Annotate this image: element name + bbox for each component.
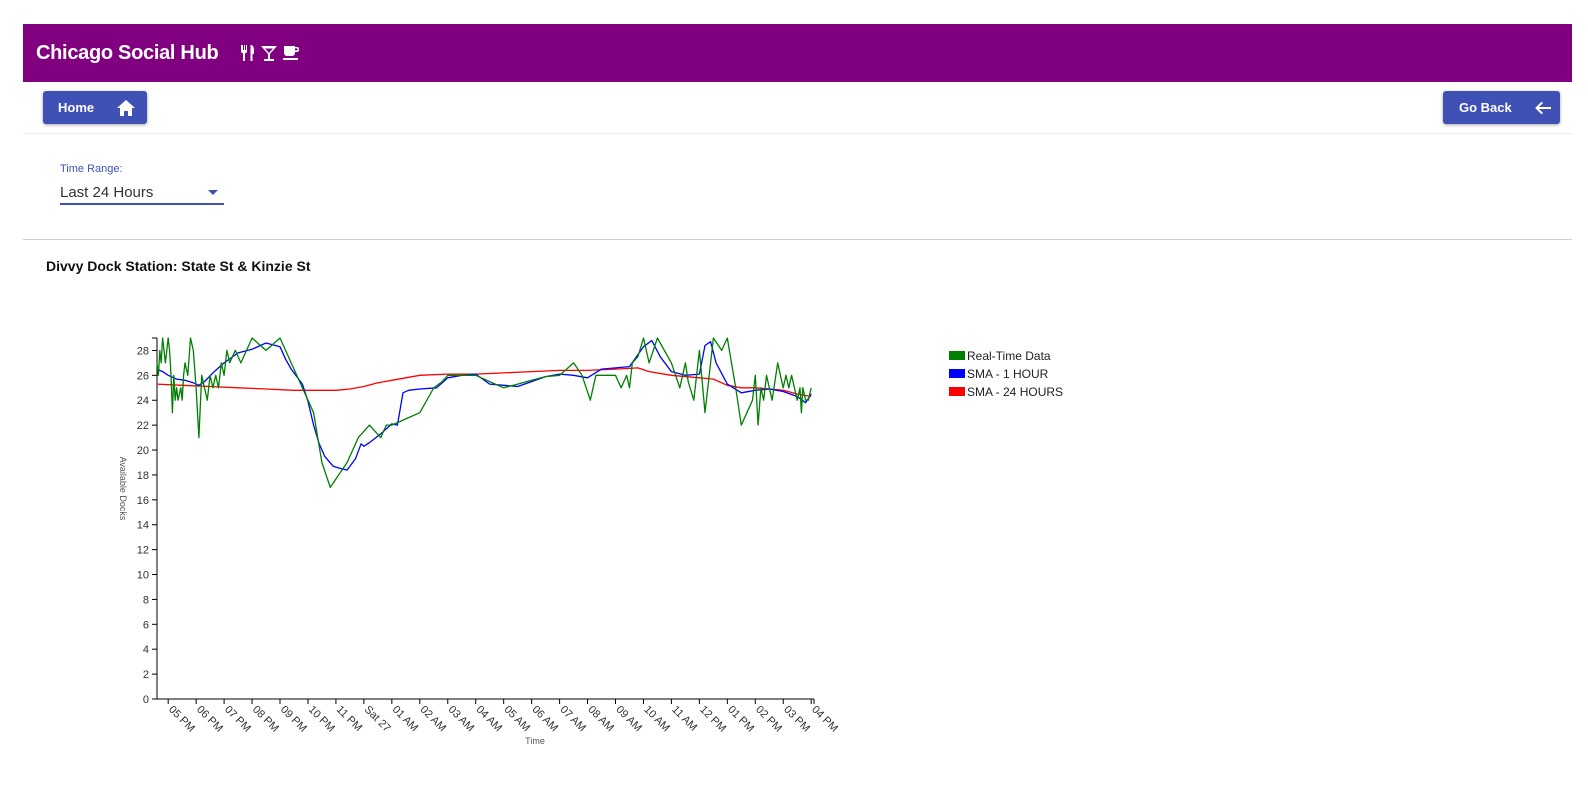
series-line-2 xyxy=(156,367,812,398)
x-tick-label: 03 PM xyxy=(781,704,812,735)
x-tick-label: 12 PM xyxy=(697,704,728,735)
y-tick-label: 20 xyxy=(137,445,149,457)
y-tick-label: 16 xyxy=(137,495,149,507)
y-axis-title: Available Docks xyxy=(118,457,128,521)
station-title: Divvy Dock Station: State St & Kinzie St xyxy=(46,258,311,274)
app-icons xyxy=(240,44,300,62)
x-tick-label: 09 PM xyxy=(278,704,309,735)
x-tick-label: 11 AM xyxy=(669,704,699,734)
time-range-label: Time Range: xyxy=(60,163,123,175)
x-tick-label: 10 PM xyxy=(306,704,337,735)
x-tick-label: 06 PM xyxy=(194,704,225,735)
x-tick-label: 05 AM xyxy=(502,704,533,735)
x-axis-title: Time xyxy=(525,736,545,746)
series-line-1 xyxy=(156,339,812,471)
y-tick-label: 4 xyxy=(143,644,149,656)
x-tick-label: 04 PM xyxy=(809,704,840,735)
x-tick-label: 09 AM xyxy=(613,704,644,735)
series-line-0 xyxy=(156,337,812,489)
y-tick-label: 10 xyxy=(137,570,149,582)
x-tick-label: 03 AM xyxy=(446,704,477,735)
x-tick-label: 07 AM xyxy=(557,704,588,735)
y-tick-label: 2 xyxy=(143,669,149,681)
app-title: Chicago Social Hub xyxy=(36,41,219,64)
arrow-left-icon xyxy=(1534,101,1552,115)
x-tick-label: 07 PM xyxy=(222,704,253,735)
dropdown-arrow-icon[interactable] xyxy=(208,189,218,195)
legend-label: Real-Time Data xyxy=(967,349,1051,363)
home-button-label: Home xyxy=(58,100,95,115)
x-tick-label: 01 AM xyxy=(390,704,421,735)
y-tick-label: 18 xyxy=(137,470,149,482)
x-tick-label: 06 AM xyxy=(530,704,561,735)
time-range-value: Last 24 Hours xyxy=(60,183,154,201)
x-tick-label: 04 AM xyxy=(474,704,505,735)
y-tick-label: 0 xyxy=(143,694,149,706)
y-tick-label: 24 xyxy=(137,395,149,407)
home-button[interactable]: Home xyxy=(43,91,147,124)
go-back-button-label: Go Back xyxy=(1459,100,1512,115)
x-tick-label: 10 AM xyxy=(641,704,672,735)
legend-label: SMA - 1 HOUR xyxy=(967,367,1049,381)
y-tick-label: 8 xyxy=(143,594,149,606)
cocktail-icon xyxy=(260,44,278,62)
x-tick-label: 02 PM xyxy=(753,704,784,735)
legend-swatch xyxy=(949,351,965,360)
x-tick-label: Sat 27 xyxy=(362,704,393,735)
restaurant-icon xyxy=(240,44,256,62)
x-tick-label: 02 AM xyxy=(418,704,449,735)
home-icon xyxy=(116,99,136,117)
section-divider xyxy=(23,239,1572,240)
y-tick-label: 6 xyxy=(143,619,149,631)
x-tick-label: 08 AM xyxy=(585,704,616,735)
go-back-button[interactable]: Go Back xyxy=(1443,91,1560,124)
y-tick-label: 14 xyxy=(137,520,149,532)
coffee-icon xyxy=(282,44,300,62)
nav-row: Home Go Back xyxy=(23,82,1572,134)
legend-swatch xyxy=(949,387,965,396)
legend-swatch xyxy=(949,369,965,378)
y-tick-label: 22 xyxy=(137,420,149,432)
y-tick-label: 28 xyxy=(137,345,149,357)
x-tick-label: 11 PM xyxy=(334,704,364,734)
time-range-select[interactable]: Time Range: Last 24 Hours xyxy=(60,163,224,205)
y-tick-label: 26 xyxy=(137,370,149,382)
x-tick-label: 01 PM xyxy=(725,704,756,735)
chart-legend: Real-Time Data SMA - 1 HOUR SMA - 24 HOURS xyxy=(949,349,1063,399)
y-tick-label: 12 xyxy=(137,545,149,557)
legend-label: SMA - 24 HOURS xyxy=(967,385,1063,399)
x-tick-label: 05 PM xyxy=(166,704,197,735)
time-range-field[interactable]: Last 24 Hours xyxy=(60,181,224,205)
x-tick-label: 08 PM xyxy=(250,704,281,735)
app-bar: Chicago Social Hub xyxy=(23,24,1572,82)
